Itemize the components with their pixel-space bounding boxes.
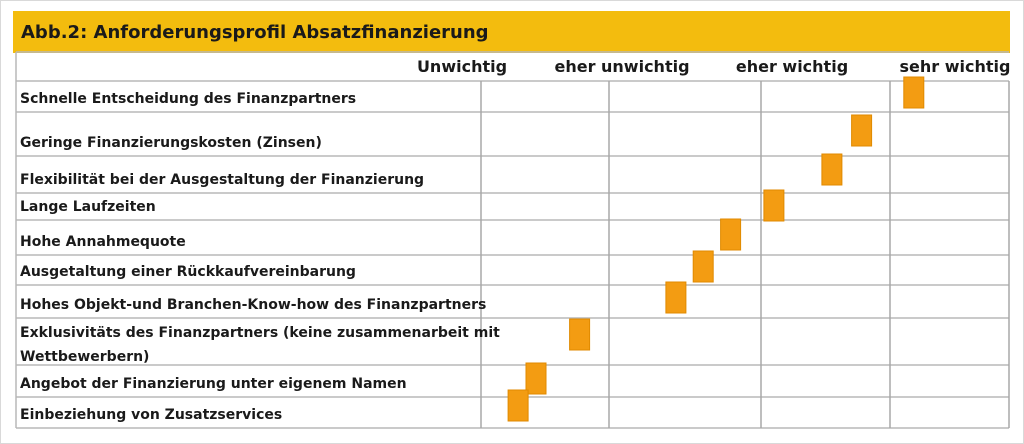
grid-lines bbox=[15, 51, 1010, 429]
chart-title: Abb.2: Anforderungsprofil Absatzfinanzie… bbox=[21, 22, 489, 43]
row-label: Geringe Finanzierungskosten (Zinsen) bbox=[20, 135, 322, 151]
value-marker bbox=[569, 318, 591, 351]
row-label: Angebot der Finanzierung unter eigenem N… bbox=[20, 376, 407, 392]
row-label: Flexibilität bei der Ausgestaltung der F… bbox=[20, 172, 424, 188]
value-marker bbox=[821, 153, 843, 186]
row-label: Hohe Annahmequote bbox=[20, 234, 186, 250]
value-marker bbox=[507, 389, 529, 422]
column-headers: Unwichtig eher unwichtig eher wichtig sehr … bbox=[417, 57, 1011, 76]
title-bar: Abb.2: Anforderungsprofil Absatzfinanzie… bbox=[13, 11, 1010, 53]
row-label: Hohes Objekt-und Branchen-Know-how des F… bbox=[20, 297, 486, 313]
row-label: Wettbewerbern) bbox=[20, 349, 149, 365]
value-marker bbox=[903, 76, 925, 109]
column-header: eher wichtig bbox=[736, 57, 848, 76]
value-marker bbox=[525, 362, 547, 395]
value-markers bbox=[507, 76, 925, 422]
value-marker bbox=[665, 281, 687, 314]
row-label: Schnelle Entscheidung des Finanzpartners bbox=[20, 91, 356, 107]
column-header: Unwichtig bbox=[417, 57, 507, 76]
row-label: Lange Laufzeiten bbox=[20, 199, 156, 215]
row-label: Einbeziehung von Zusatzservices bbox=[20, 407, 282, 423]
value-marker bbox=[692, 250, 714, 283]
value-marker bbox=[851, 114, 873, 147]
column-header: sehr wichtig bbox=[900, 57, 1011, 76]
column-header: eher unwichtig bbox=[554, 57, 689, 76]
value-marker bbox=[720, 218, 742, 251]
value-marker bbox=[763, 189, 785, 222]
row-label: Exklusivitäts des Finanzpartners (keine … bbox=[20, 325, 500, 341]
row-labels: Schnelle Entscheidung des Finanzpartners… bbox=[20, 91, 500, 423]
row-label: Ausgetaltung einer Rückkaufvereinbarung bbox=[20, 264, 356, 280]
